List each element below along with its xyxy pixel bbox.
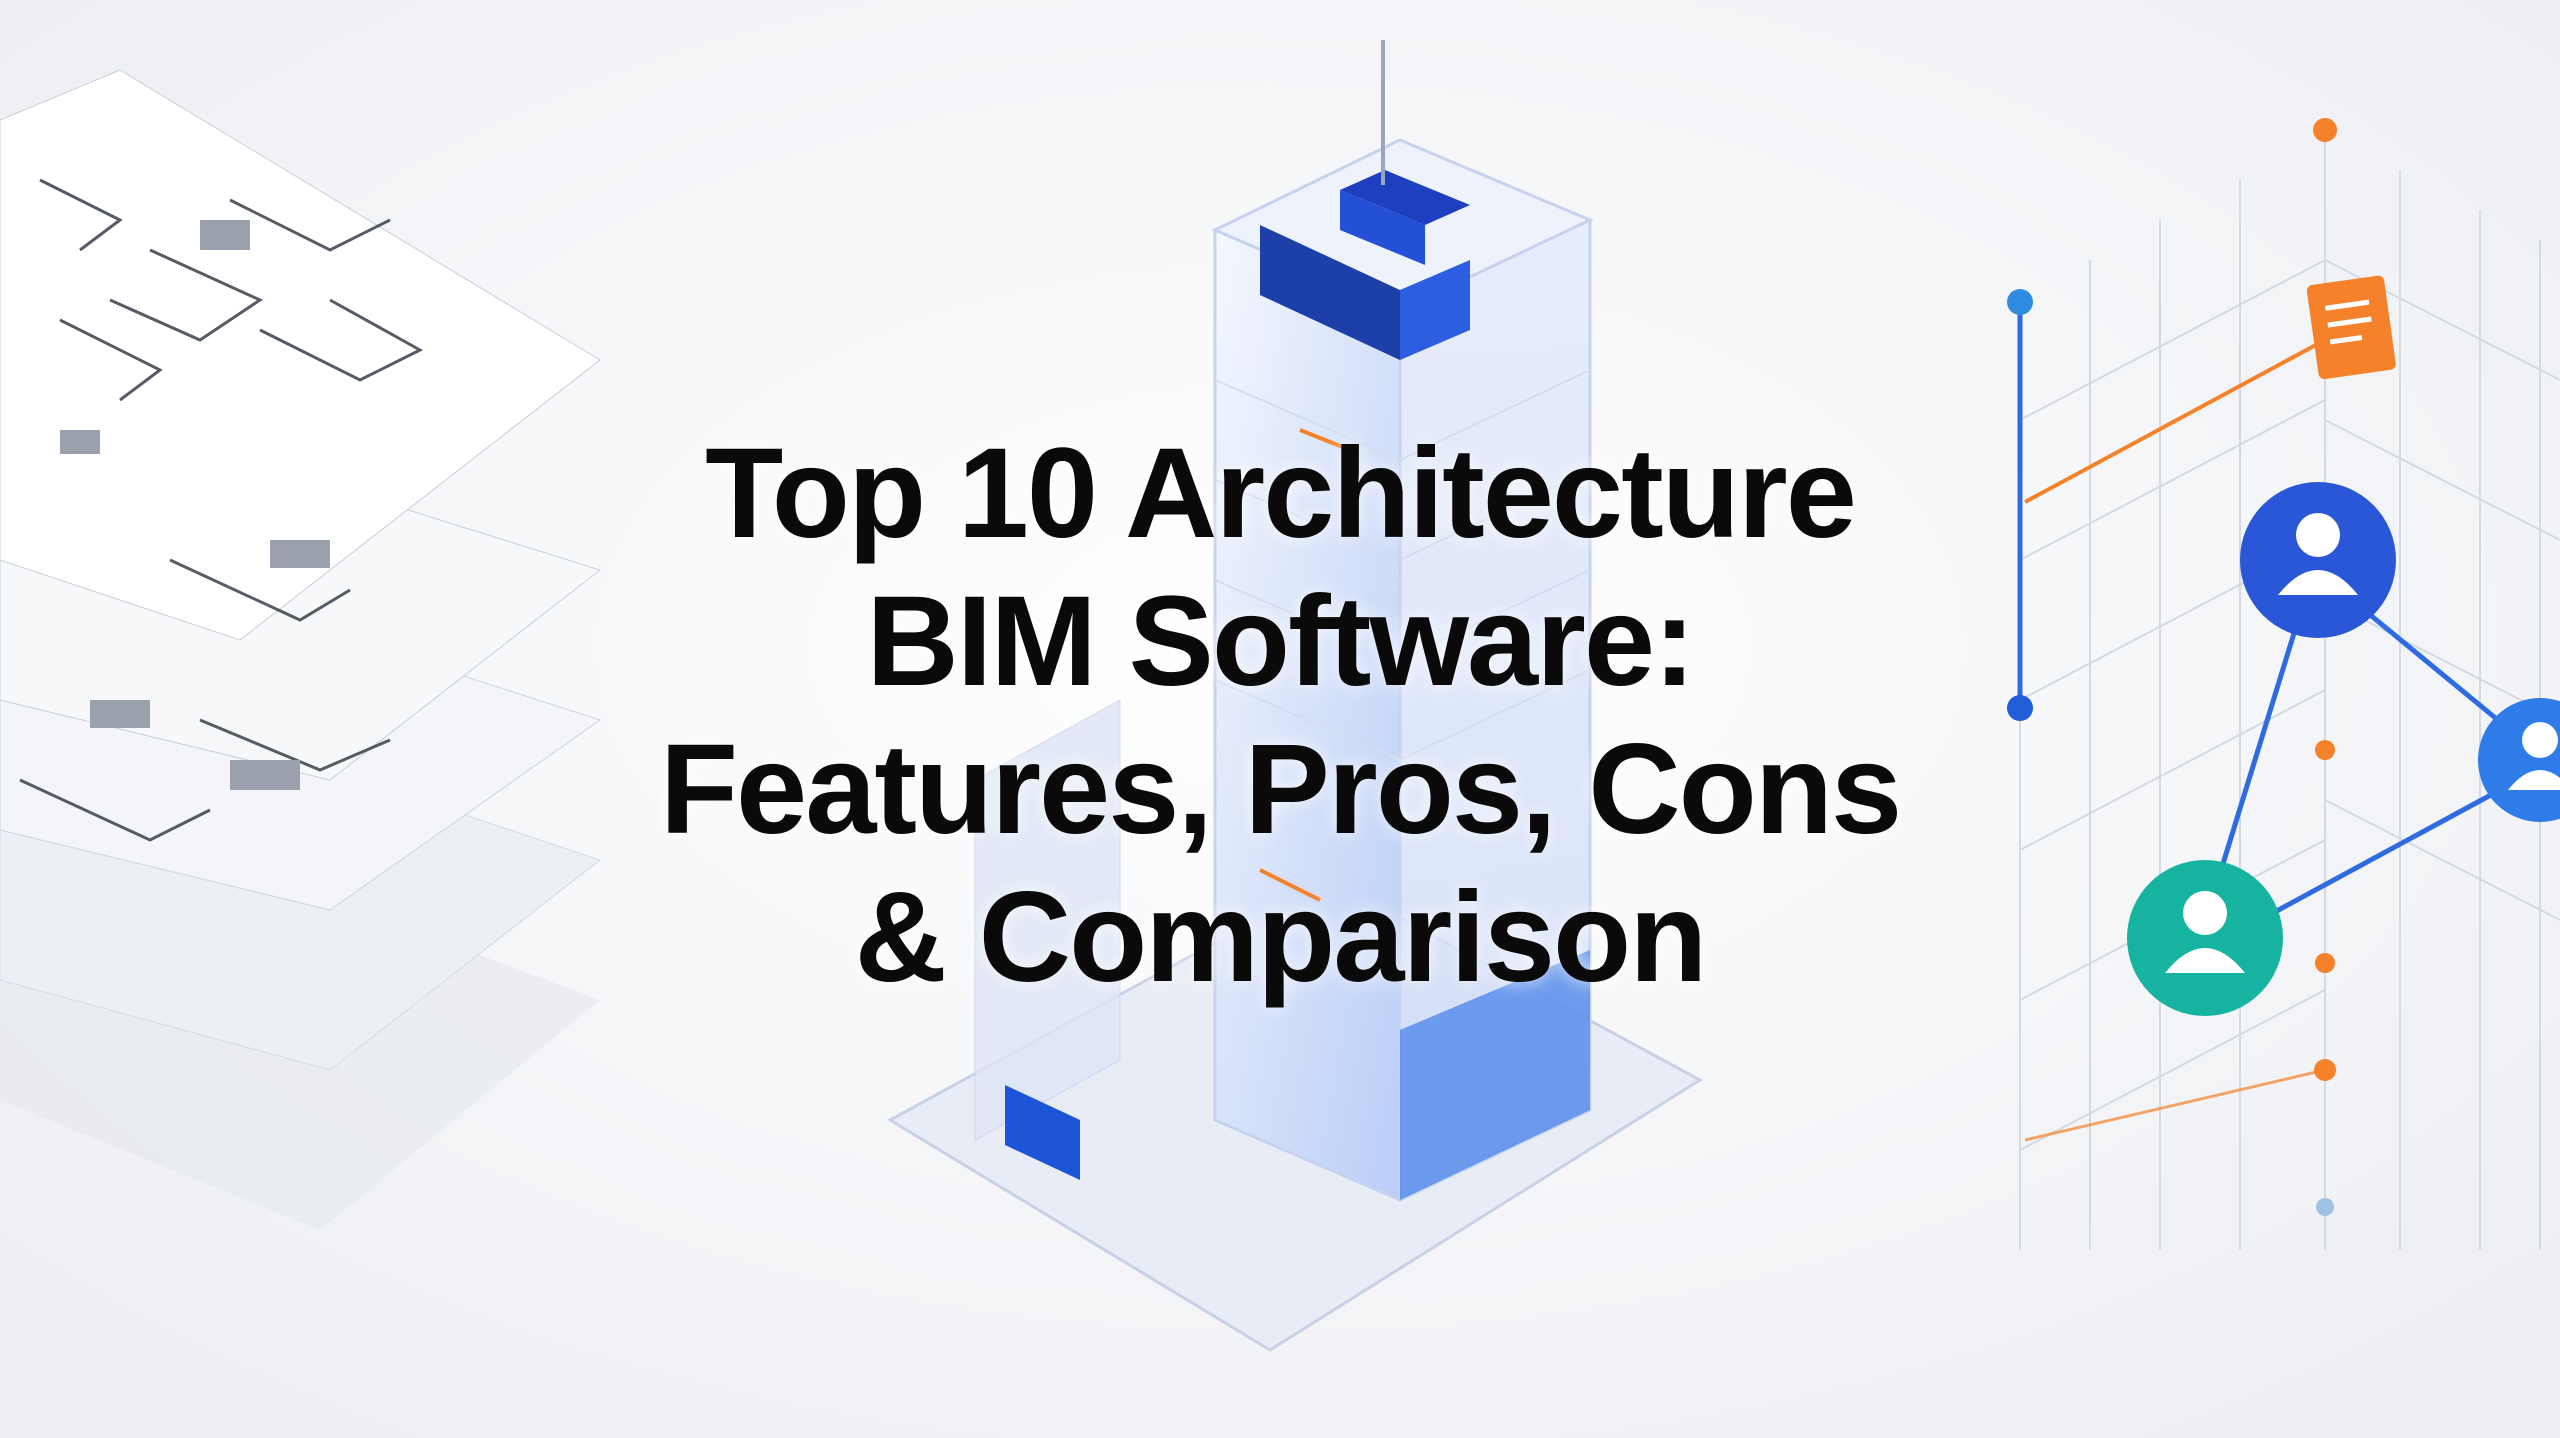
title-line-1: Top 10 Architecture bbox=[705, 422, 1857, 565]
page-title: Top 10 Architecture BIM Software: Featur… bbox=[0, 420, 2560, 1012]
title-line-3: Features, Pros, Cons bbox=[659, 718, 1902, 861]
document-icon bbox=[2306, 275, 2396, 380]
network-graph bbox=[2007, 118, 2560, 1250]
floor-plan-layers bbox=[0, 69, 602, 1230]
title-line-2: BIM Software: bbox=[866, 570, 1695, 713]
user-icon bbox=[2127, 860, 2283, 1016]
user-icon bbox=[2240, 482, 2396, 638]
building-tower bbox=[886, 40, 1703, 1352]
title-line-4: & Comparison bbox=[854, 866, 1708, 1009]
user-icon bbox=[2478, 698, 2560, 822]
